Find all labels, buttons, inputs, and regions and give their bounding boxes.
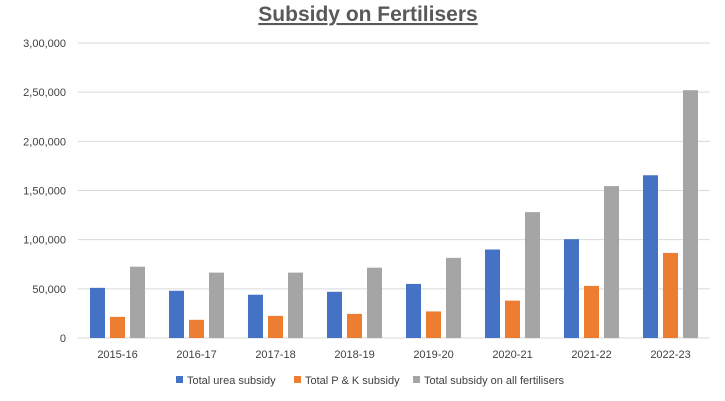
bar-2016-17-series-3 bbox=[209, 272, 224, 338]
y-tick-label: 1,00,000 bbox=[23, 235, 66, 247]
bar-2018-19-series-1 bbox=[327, 291, 342, 338]
y-axis-ticks: 0 50,000 1,00,000 1,50,000 2,00,000 2,50,000 3… bbox=[23, 38, 66, 345]
legend-label: Total urea subsidy bbox=[187, 375, 276, 387]
bar-2017-18-series-3 bbox=[288, 272, 303, 338]
gridlines bbox=[78, 42, 710, 339]
legend-swatch bbox=[413, 376, 420, 383]
x-tick-label: 2020-21 bbox=[492, 349, 532, 361]
bar-2017-18-series-2 bbox=[268, 315, 283, 338]
bar-2019-20-series-1 bbox=[406, 283, 421, 338]
y-tick-label: 1,50,000 bbox=[23, 186, 66, 198]
x-tick-label: 2022-23 bbox=[650, 349, 690, 361]
x-tick-label: 2016-17 bbox=[176, 349, 216, 361]
bar-2020-21-series-1 bbox=[485, 249, 500, 338]
legend-label: Total subsidy on all fertilisers bbox=[424, 375, 565, 387]
x-tick-label: 2015-16 bbox=[97, 349, 137, 361]
y-tick-label: 50,000 bbox=[32, 284, 66, 296]
legend-swatch bbox=[176, 376, 183, 383]
bar-2021-22-series-2 bbox=[584, 285, 599, 338]
y-tick-label: 2,00,000 bbox=[23, 136, 66, 148]
x-tick-label: 2018-19 bbox=[334, 349, 374, 361]
bar-2022-23-series-2 bbox=[663, 252, 678, 338]
bar-2018-19-series-3 bbox=[367, 267, 382, 338]
x-tick-label: 2017-18 bbox=[255, 349, 295, 361]
bars bbox=[90, 90, 698, 338]
bar-2022-23-series-1 bbox=[643, 175, 658, 338]
bar-2016-17-series-2 bbox=[189, 319, 204, 338]
bar-2015-16-series-2 bbox=[110, 316, 125, 338]
x-tick-label: 2019-20 bbox=[413, 349, 453, 361]
bar-2021-22-series-1 bbox=[564, 239, 579, 338]
bar-2019-20-series-3 bbox=[446, 257, 461, 338]
x-tick-label: 2021-22 bbox=[571, 349, 611, 361]
y-tick-label: 3,00,000 bbox=[23, 38, 66, 50]
bar-2018-19-series-2 bbox=[347, 313, 362, 338]
bar-2015-16-series-3 bbox=[130, 266, 145, 338]
legend: Total urea subsidy Total P & K subsidy Tot… bbox=[176, 375, 565, 387]
bar-2015-16-series-1 bbox=[90, 287, 105, 338]
y-tick-label: 2,50,000 bbox=[23, 87, 66, 99]
bar-2022-23-series-3 bbox=[683, 90, 698, 338]
x-axis-ticks: 2015-16 2016-17 2017-18 2018-19 2019-20 2020-… bbox=[97, 349, 690, 361]
bar-2019-20-series-2 bbox=[426, 311, 441, 338]
bar-2017-18-series-1 bbox=[248, 294, 263, 338]
bar-2016-17-series-1 bbox=[169, 290, 184, 338]
y-tick-label: 0 bbox=[60, 333, 66, 345]
legend-swatch bbox=[294, 376, 301, 383]
bar-2020-21-series-2 bbox=[505, 300, 520, 338]
bar-2021-22-series-3 bbox=[604, 186, 619, 338]
chart-title: Subsidy on Fertilisers bbox=[258, 3, 477, 26]
bar-2020-21-series-3 bbox=[525, 212, 540, 338]
legend-label: Total P & K subsidy bbox=[305, 375, 400, 387]
